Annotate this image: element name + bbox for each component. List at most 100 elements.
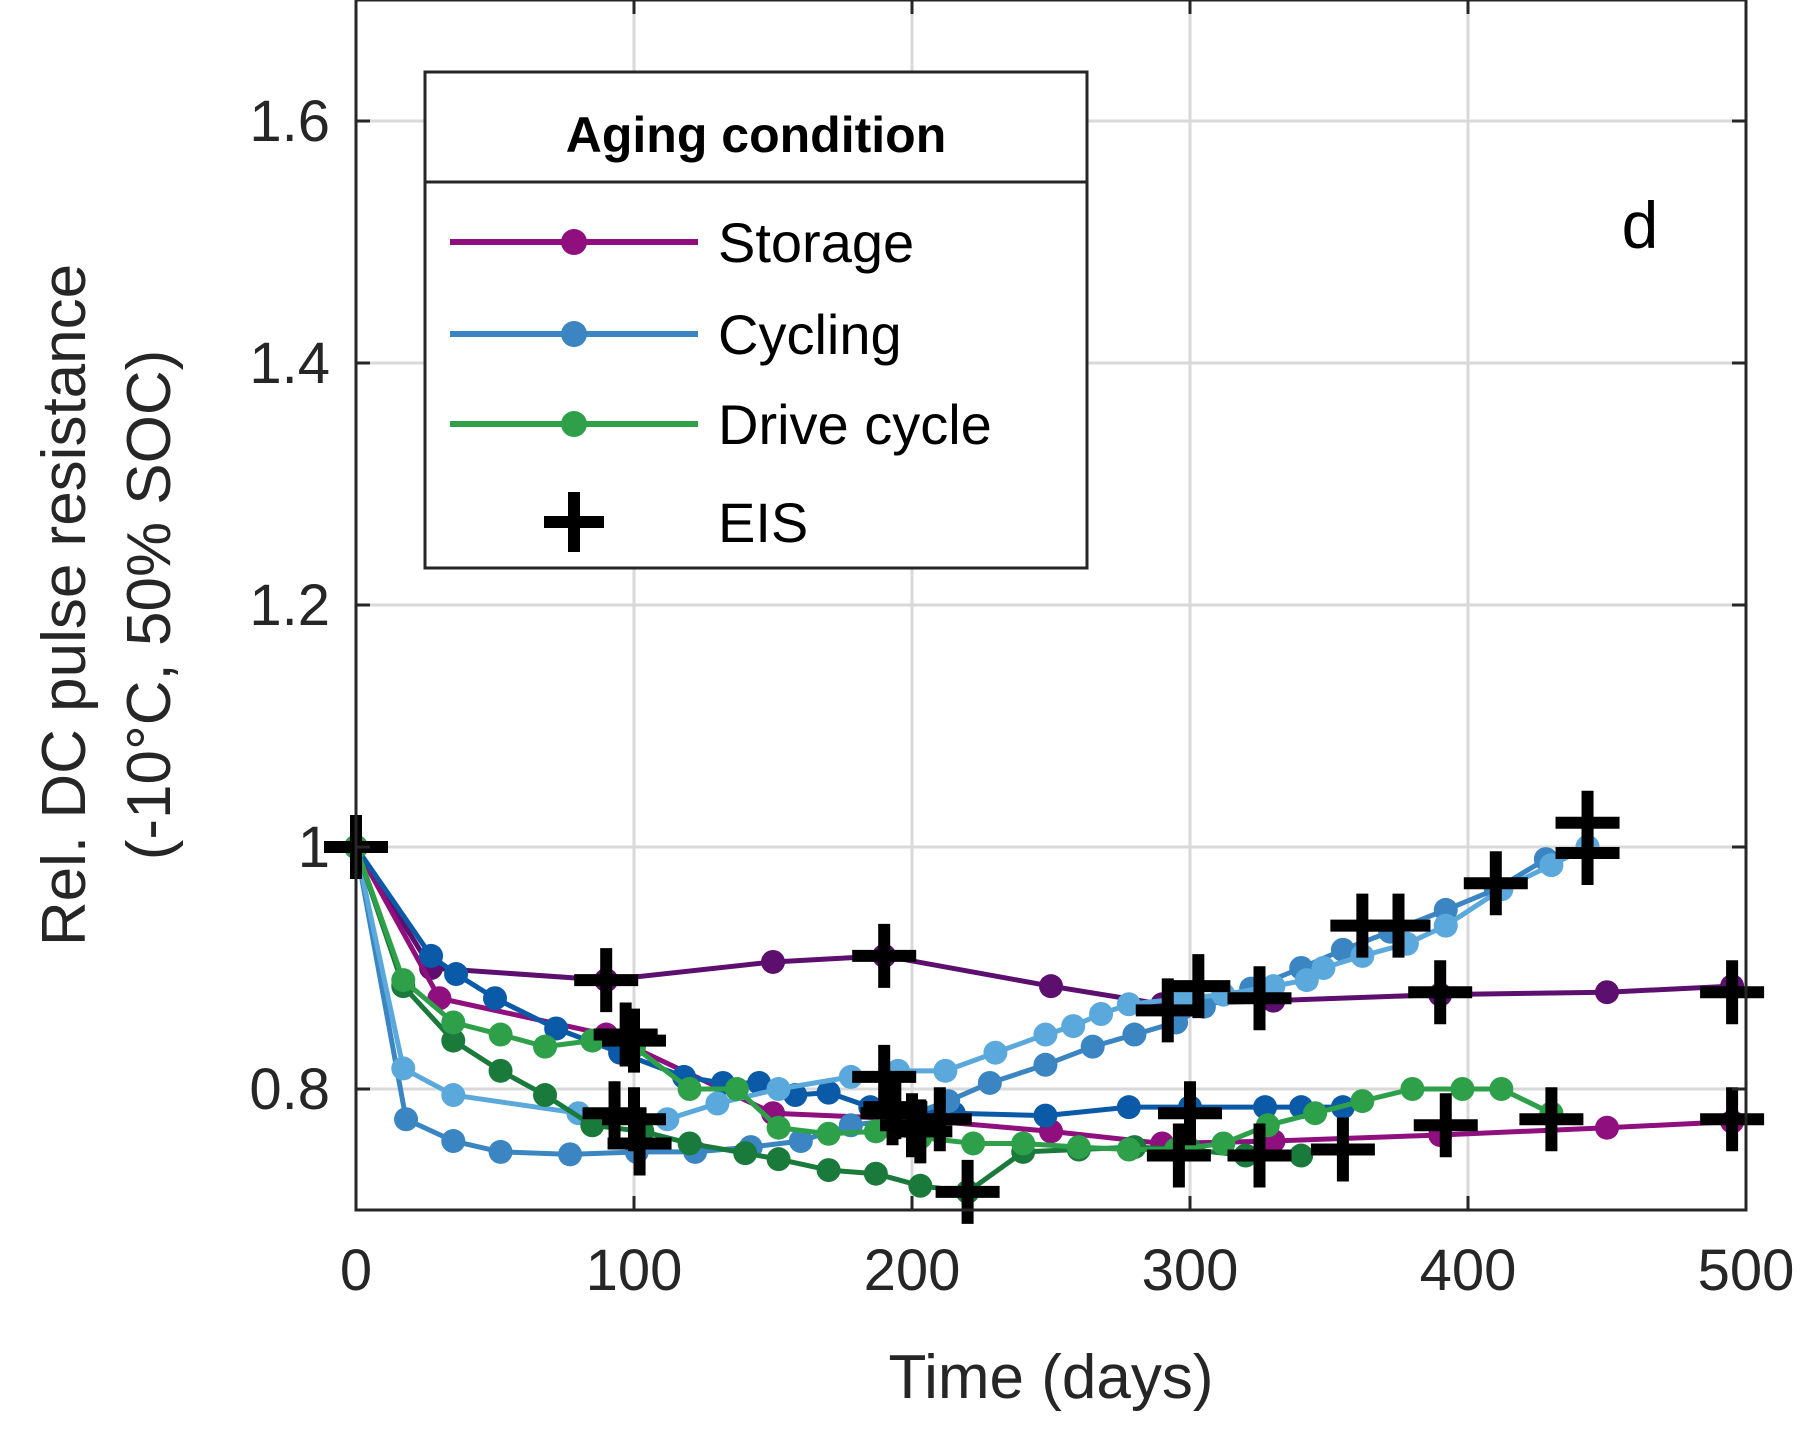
x-axis-label: Time (days): [889, 1343, 1214, 1412]
data-point: [961, 1131, 986, 1156]
data-point: [677, 1077, 702, 1101]
data-point: [580, 1113, 605, 1138]
legend-entry-cycling: Cycling: [450, 303, 902, 366]
axis-ticks: 0 100 200 300 400 500 0.8 1 1.2 1.4 1.6: [249, 0, 1794, 1303]
data-point: [1061, 1014, 1086, 1039]
y-axis-label-line1: Rel. DC pulse resistance: [30, 264, 99, 946]
data-point: [766, 1115, 791, 1140]
data-point: [977, 1070, 1002, 1095]
data-point: [1039, 974, 1063, 999]
data-point: [483, 986, 507, 1011]
data-point: [747, 1070, 772, 1095]
legend-label-drive-cycle: Drive cycle: [718, 393, 992, 456]
data-point: [558, 1142, 583, 1167]
data-point: [1011, 1131, 1036, 1156]
data-point: [488, 1022, 513, 1047]
eis-marker: [602, 1008, 666, 1073]
data-point: [1172, 986, 1197, 1011]
data-point: [983, 1040, 1008, 1065]
data-point: [766, 1077, 791, 1101]
data-point: [1489, 1077, 1514, 1101]
eis-marker: [852, 923, 917, 988]
eis-marker: [1463, 851, 1528, 916]
legend-entry-drive-cycle: Drive cycle: [450, 393, 992, 456]
legend-marker-storage: [561, 229, 587, 255]
data-point: [908, 1173, 933, 1198]
data-point: [444, 962, 469, 987]
data-point: [488, 1058, 513, 1083]
eis-marker: [1413, 1093, 1478, 1158]
data-point: [544, 1016, 569, 1041]
eis-marker: [1700, 960, 1765, 1025]
data-point: [1303, 1101, 1328, 1126]
data-point: [816, 1158, 841, 1183]
data-point: [1261, 974, 1286, 999]
data-point: [733, 1141, 758, 1166]
y-tick-label: 1.4: [249, 331, 330, 396]
eis-marker: [1227, 966, 1292, 1031]
data-point: [816, 1121, 841, 1146]
data-point: [441, 1083, 466, 1108]
data-point: [441, 1010, 466, 1035]
data-point: [863, 1161, 888, 1186]
legend-marker-cycling: [561, 321, 587, 347]
data-point: [391, 1056, 416, 1081]
data-point: [1595, 1115, 1619, 1140]
data-point: [1311, 956, 1336, 980]
data-point: [1433, 913, 1458, 938]
eis-marker: [1227, 1123, 1292, 1188]
data-point: [1330, 937, 1355, 962]
eis-marker: [593, 1002, 658, 1067]
data-point: [1450, 1077, 1475, 1101]
eis-marker: [607, 1111, 672, 1176]
data-point: [1122, 1022, 1147, 1047]
data-point: [1116, 1137, 1141, 1162]
data-point: [1294, 968, 1319, 993]
eis-marker: [1146, 1123, 1211, 1188]
data-point: [761, 949, 785, 974]
data-point: [766, 1147, 791, 1172]
data-point: [533, 1083, 558, 1108]
y-tick-label: 1.2: [249, 573, 330, 638]
y-tick-label: 0.8: [249, 1057, 330, 1122]
legend-marker-eis: [544, 492, 604, 552]
eis-marker: [852, 1044, 917, 1109]
data-point: [1211, 1131, 1236, 1156]
x-tick-label: 400: [1420, 1238, 1517, 1303]
data-point: [441, 1129, 466, 1154]
data-point: [1595, 980, 1619, 1005]
legend-entry-storage: Storage: [450, 211, 914, 274]
data-point: [1253, 1095, 1278, 1120]
x-tick-label: 0: [340, 1238, 372, 1303]
data-point: [488, 1139, 513, 1164]
data-point: [1033, 1103, 1058, 1128]
data-point: [677, 1131, 702, 1156]
data-point: [788, 1129, 813, 1154]
x-tick-label: 500: [1698, 1238, 1795, 1303]
data-point: [816, 1080, 841, 1105]
panel-label: d: [1622, 188, 1659, 262]
eis-marker: [880, 1093, 944, 1158]
data-point: [533, 1034, 558, 1059]
data-point: [1116, 1095, 1141, 1120]
legend-title: Aging condition: [566, 107, 946, 163]
eis-marker: [1166, 954, 1231, 1019]
data-point: [1400, 1077, 1425, 1101]
data-point: [1539, 853, 1564, 878]
data-point: [391, 968, 416, 993]
eis-marker: [1555, 821, 1620, 886]
eis-marker: [1310, 1117, 1375, 1182]
legend-label-eis: EIS: [718, 491, 808, 554]
data-point: [1116, 992, 1141, 1017]
y-tick-label: 1.6: [249, 89, 330, 154]
legend-marker-drive-cycle: [561, 411, 587, 437]
legend-entry-eis: EIS: [544, 491, 808, 554]
data-point: [419, 943, 444, 968]
eis-marker: [935, 1159, 1000, 1224]
data-point: [933, 1058, 958, 1083]
eis-marker: [1700, 1087, 1765, 1152]
legend: Aging condition Storage Cycling Drive cy…: [423, 70, 1089, 570]
data-point: [1350, 1089, 1375, 1114]
data-point: [1080, 1034, 1105, 1059]
